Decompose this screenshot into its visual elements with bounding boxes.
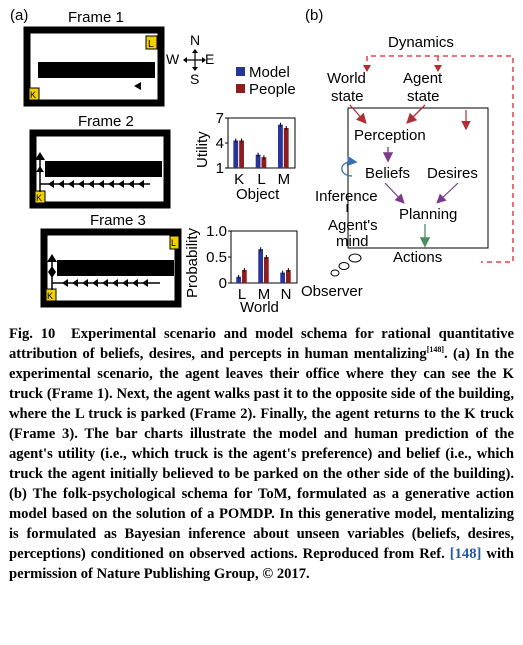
legend-label-people: People	[249, 81, 296, 98]
y-tick-label: 1.0	[206, 223, 227, 240]
figure-caption: Fig. 10 Experimental scenario and model …	[9, 324, 514, 584]
planning-node: Planning	[399, 206, 457, 223]
svg-text:K: K	[47, 291, 53, 301]
y-tick-label: 4	[216, 135, 224, 152]
y-tick-label: 0	[219, 275, 227, 292]
utility-ylabel: Utility	[194, 131, 211, 168]
legend-swatch-people	[236, 84, 245, 93]
x-tick-label-M: M	[258, 286, 271, 303]
agents-mind-label-2: mind	[336, 233, 369, 250]
agent-state-label-1: Agent	[403, 70, 443, 87]
bar-K-model	[233, 141, 238, 169]
panel-b-label: (b)	[305, 7, 323, 24]
chart-legend: Model People	[236, 64, 296, 98]
frame1-title: Frame 1	[68, 9, 124, 26]
x-tick-label-L: L	[257, 171, 265, 188]
y-tick-label: 7	[216, 110, 224, 127]
bar-M-model	[258, 249, 263, 283]
caption-sup-ref: [148]	[427, 345, 444, 354]
thought-bubble-icon	[331, 254, 361, 276]
svg-text:E: E	[205, 51, 214, 67]
beliefs-node: Beliefs	[365, 165, 410, 182]
reference-link[interactable]: [148]	[450, 546, 482, 562]
dynamics-label: Dynamics	[388, 34, 454, 51]
y-tick-label: 1	[216, 160, 224, 177]
utility-xlabel: Object	[236, 186, 280, 203]
frame3-map: L K	[44, 232, 179, 304]
svg-text:N: N	[190, 32, 200, 48]
frame2-map: K	[33, 133, 167, 205]
x-tick-label-K: K	[234, 171, 244, 188]
svg-text:K: K	[36, 193, 42, 203]
x-tick-label-L: L	[238, 286, 246, 303]
frame2-title: Frame 2	[78, 113, 134, 130]
legend-label-model: Model	[249, 64, 290, 81]
actions-node: Actions	[393, 249, 442, 266]
desires-node: Desires	[427, 165, 478, 182]
panel-a-label: (a)	[10, 7, 28, 24]
svg-text:W: W	[166, 51, 180, 67]
bar-M-people	[284, 128, 289, 168]
world-state-label-2: state	[331, 88, 364, 105]
figure-label: Fig. 10	[9, 326, 55, 342]
x-tick-label-N: N	[281, 286, 292, 303]
svg-text:L: L	[148, 39, 154, 50]
frame3-title: Frame 3	[90, 212, 146, 229]
legend-swatch-model	[236, 67, 245, 76]
figure: (a) Frame 1 Frame 2 Frame 3 L K N W E S …	[0, 0, 523, 320]
inference-node: Inference	[315, 188, 378, 205]
compass: N W E S	[166, 32, 214, 87]
agents-mind-label-1: Agent's	[328, 217, 378, 234]
bar-M-people	[264, 257, 269, 283]
bar-K-people	[239, 141, 244, 169]
agent-state-label-2: state	[407, 88, 440, 105]
svg-text:S: S	[190, 71, 199, 87]
x-tick-label-M: M	[278, 171, 291, 188]
y-tick-label: 0.5	[206, 249, 227, 266]
probability-ylabel: Probability	[184, 227, 201, 298]
probability-chart: Probability World 00.51.0L M N	[184, 223, 297, 316]
perception-node: Perception	[354, 127, 426, 144]
bar-M-model	[278, 125, 283, 168]
svg-text:L: L	[171, 238, 176, 248]
utility-chart: Utility Object 1 4 7 K L M	[194, 110, 295, 203]
frame1-map: L K	[27, 30, 161, 103]
svg-text:K: K	[30, 90, 36, 100]
caption-text-2: . (a) In the experimental scenario, the …	[9, 346, 514, 562]
observer-label: Observer	[301, 283, 363, 300]
caption-text-1: Experimental scenario and model schema f…	[9, 326, 514, 362]
world-state-label-1: World	[327, 70, 366, 87]
